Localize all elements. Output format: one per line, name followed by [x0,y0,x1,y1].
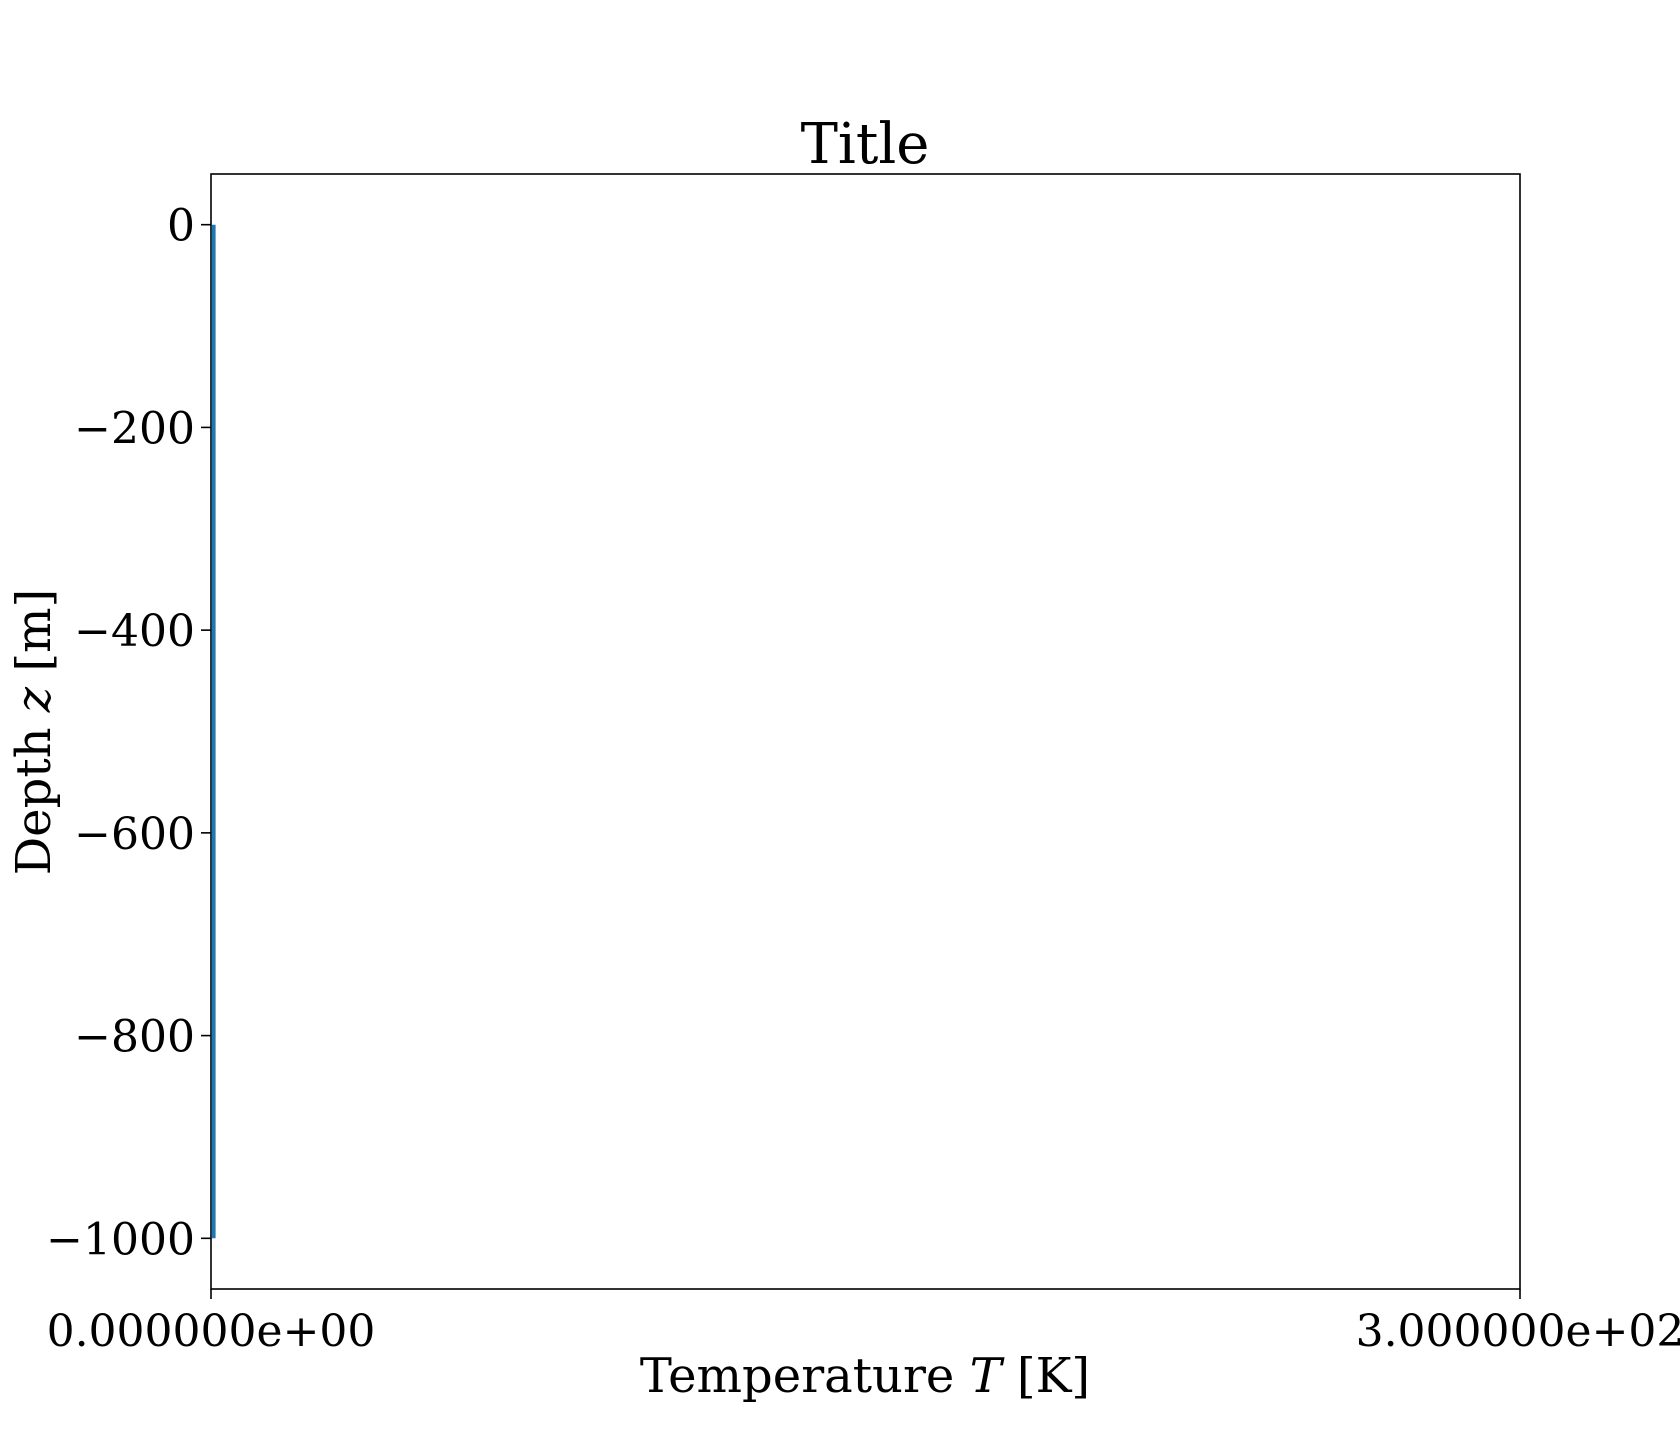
y-axis-label-suffix: [m] [6,589,62,687]
x-axis-label: Temperature T [K] [640,1348,1090,1404]
chart-title: Title [801,112,930,177]
x-tick-label: 3.000000e+02 [1356,1306,1680,1357]
plot-area-frame [210,173,1521,1290]
y-axis-ticks: 0 −200 −400 −600 −800 −1000 [46,201,211,1265]
x-axis-label-prefix: Temperature [640,1348,970,1404]
x-axis-label-suffix: [K] [1002,1348,1091,1404]
y-tick-label: −600 [74,809,195,860]
x-axis-label-symbol: T [970,1348,1005,1404]
x-axis-ticks: 0.000000e+00 3.000000e+02 [47,1289,1680,1357]
x-tick-label: 0.000000e+00 [47,1306,376,1357]
y-axis-label-prefix: Depth [6,712,62,875]
y-tick-label: −200 [74,403,195,454]
y-axis-label-symbol: z [6,686,62,713]
y-axis-label: Depth z [m] [6,589,62,876]
y-tick-label: −800 [74,1012,195,1063]
y-tick-label: −1000 [46,1214,195,1265]
y-tick-label: 0 [167,201,195,252]
y-tick-label: −400 [74,606,195,657]
